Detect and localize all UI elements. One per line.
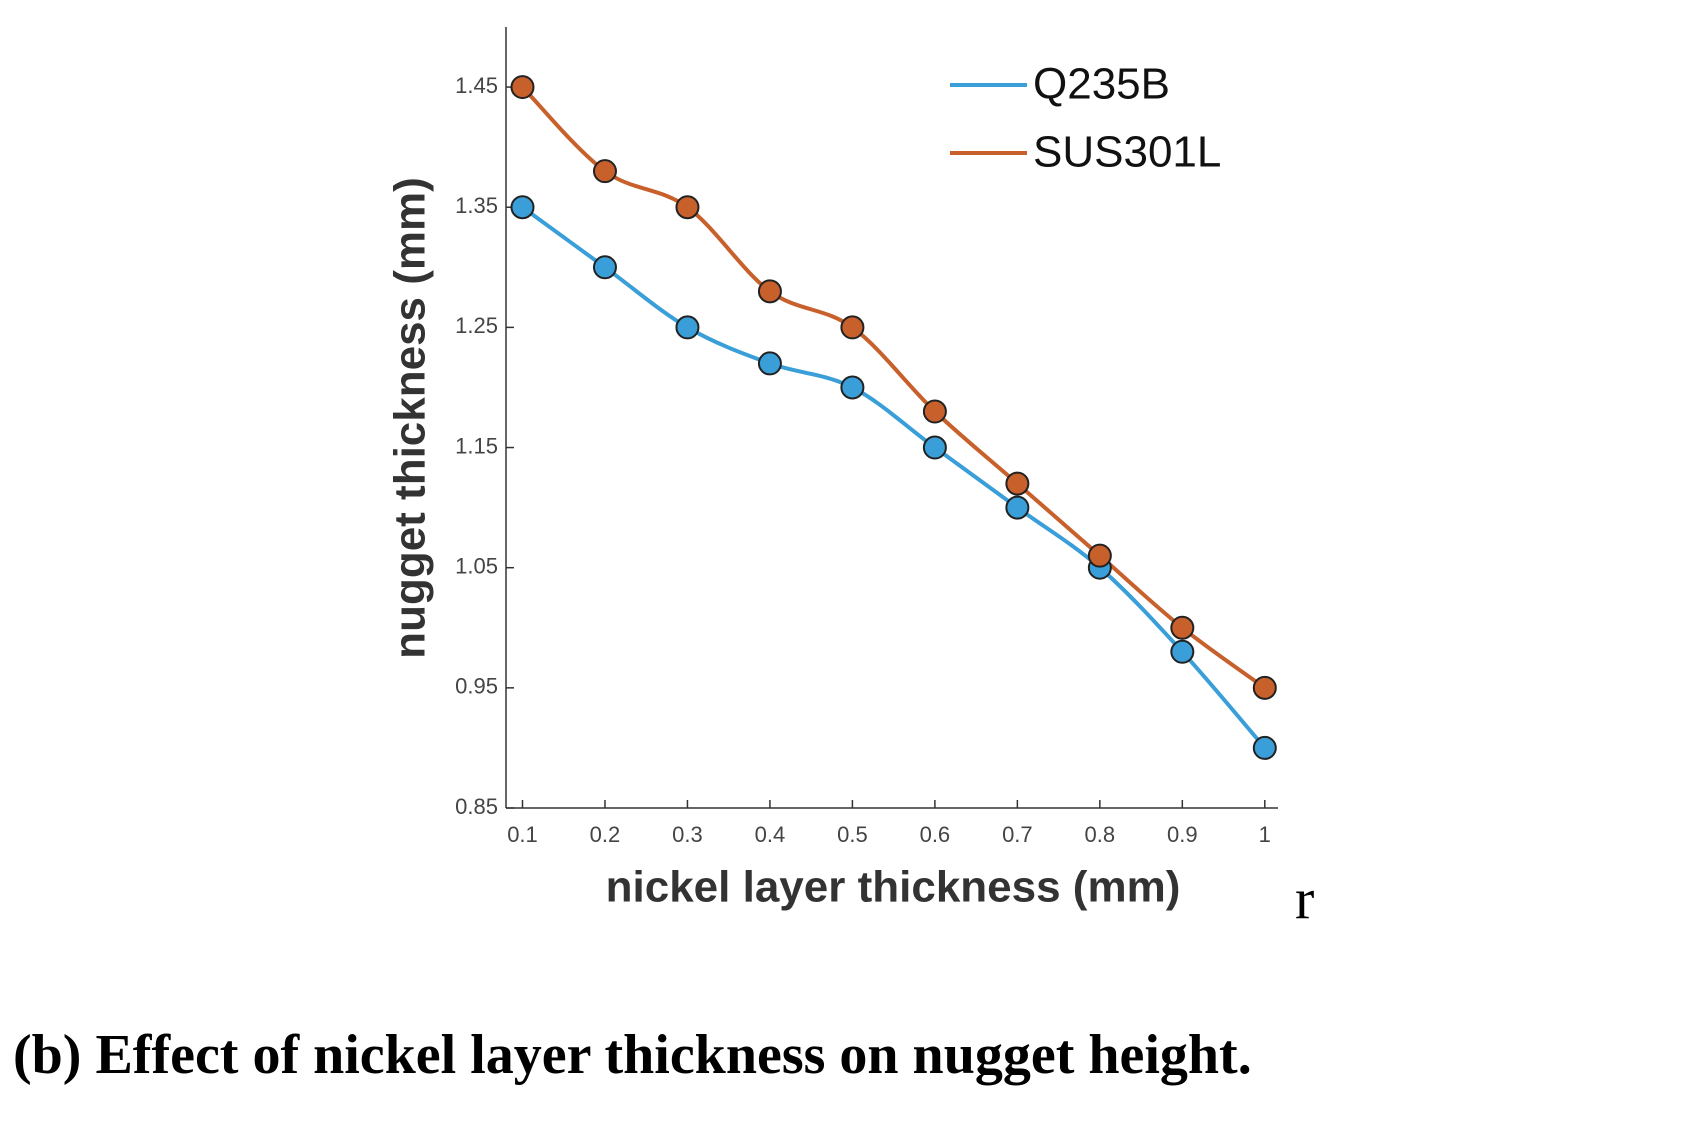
data-point xyxy=(510,195,535,220)
data-point xyxy=(1005,471,1030,496)
x-tick-label: 0.7 xyxy=(1002,822,1033,847)
data-point xyxy=(922,435,947,460)
x-axis-label: nickel layer thickness (mm) xyxy=(606,863,1181,912)
x-tick-label: 0.8 xyxy=(1085,822,1116,847)
legend-label: SUS301L xyxy=(1033,128,1221,177)
data-point xyxy=(592,255,617,280)
y-tick-label: 1.25 xyxy=(455,313,498,338)
data-point xyxy=(1005,495,1030,520)
x-tick-label: 0.5 xyxy=(837,822,868,847)
y-tick-label: 1.45 xyxy=(455,73,498,98)
data-point xyxy=(510,75,535,100)
x-tick-label: 0.2 xyxy=(590,822,621,847)
y-axis-label: nugget thickness (mm) xyxy=(386,177,435,659)
y-tick-label: 1.05 xyxy=(455,554,498,579)
data-point xyxy=(922,399,947,424)
caption: (b) Effect of nickel layer thickness on … xyxy=(13,1024,1252,1086)
data-point xyxy=(840,315,865,340)
series-line xyxy=(521,85,1266,690)
y-tick-label: 1.35 xyxy=(455,193,498,218)
data-point xyxy=(592,159,617,184)
data-point xyxy=(675,195,700,220)
data-point xyxy=(675,315,700,340)
data-point xyxy=(757,279,782,304)
data-point xyxy=(1170,639,1195,664)
x-tick-label: 0.4 xyxy=(755,822,786,847)
data-point xyxy=(757,351,782,376)
data-point xyxy=(1252,675,1277,700)
data-point xyxy=(840,375,865,400)
data-point xyxy=(1170,615,1195,640)
y-tick-label: 1.15 xyxy=(455,433,498,458)
annotation: r xyxy=(1295,866,1314,931)
x-tick-label: 0.1 xyxy=(507,822,538,847)
series-line xyxy=(521,205,1267,750)
legend-label: Q235B xyxy=(1033,60,1170,109)
x-tick-label: 1 xyxy=(1259,822,1271,847)
x-tick-label: 0.3 xyxy=(672,822,703,847)
x-tick-label: 0.6 xyxy=(920,822,951,847)
x-tick-label: 0.9 xyxy=(1167,822,1198,847)
data-point xyxy=(1087,543,1112,568)
data-point xyxy=(1252,735,1277,760)
y-tick-label: 0.95 xyxy=(455,674,498,699)
y-tick-label: 0.85 xyxy=(455,794,498,819)
